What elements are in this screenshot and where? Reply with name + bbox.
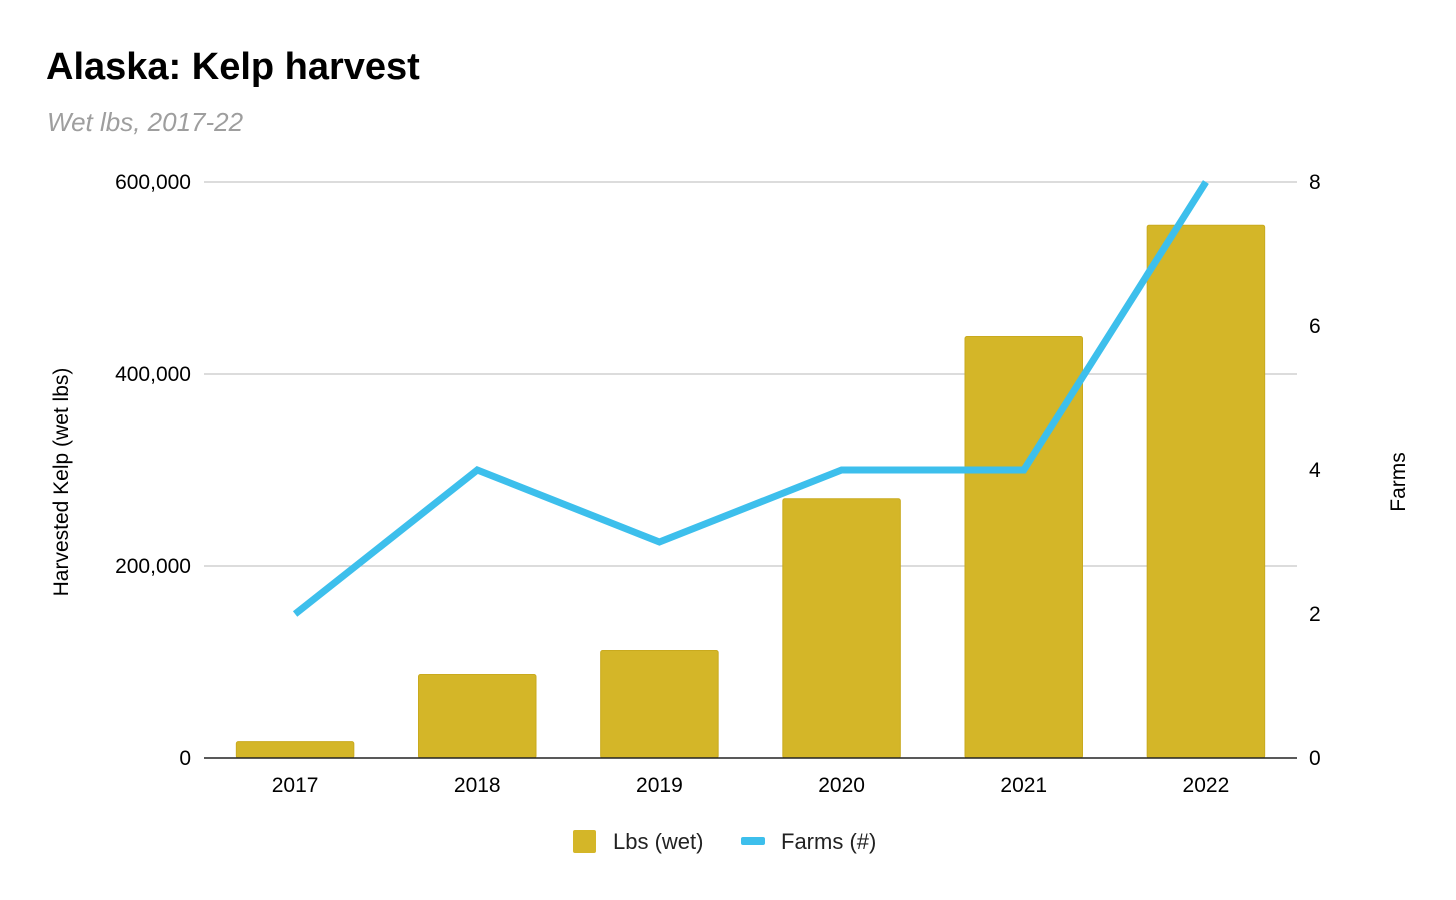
legend-swatch-farms [741,837,765,845]
gridlines [204,181,1297,567]
x-tick-label: 2017 [272,774,319,797]
bar [782,498,901,759]
x-axis-ticks: 2017 2018 2019 2020 2021 2022 [272,774,1230,797]
chart-title: Alaska: Kelp harvest [46,46,420,88]
legend-swatch-lbs [573,830,596,853]
y-tick-label: 400,000 [115,363,191,386]
bar [1146,224,1266,759]
x-tick-label: 2020 [818,774,865,797]
x-tick-label: 2019 [636,774,683,797]
bar [418,673,537,759]
y2-axis-ticks: 0 2 4 6 8 [1309,171,1321,770]
y-tick-label: 600,000 [115,171,191,194]
y2-axis-title: Farms [1387,452,1410,512]
legend-label-lbs: Lbs (wet) [613,829,703,854]
x-tick-label: 2022 [1183,774,1230,797]
legend-label-farms: Farms (#) [781,829,876,854]
y-tick-label: 200,000 [115,555,191,578]
bar [600,649,719,759]
y2-tick-label: 0 [1309,747,1321,770]
x-tick-label: 2018 [454,774,501,797]
y2-tick-label: 4 [1309,459,1321,482]
y2-tick-label: 8 [1309,171,1321,194]
legend: Lbs (wet) Farms (#) [573,829,876,854]
y-axis-title: Harvested Kelp (wet lbs) [50,368,73,597]
chart-subtitle: Wet lbs, 2017-22 [47,107,244,137]
bar [235,741,355,759]
line-series [292,180,1209,617]
y2-tick-label: 6 [1309,315,1321,338]
x-tick-label: 2021 [1000,774,1047,797]
y-tick-label: 0 [179,747,191,770]
y-axis-ticks: 0 200,000 400,000 600,000 [115,171,191,770]
y2-tick-label: 2 [1309,603,1321,626]
bar-series [235,224,1266,759]
farms-line [292,180,1209,617]
